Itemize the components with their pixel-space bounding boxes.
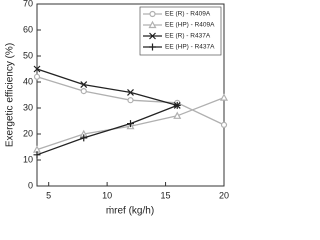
legend-label: EE (R) - R409A: [165, 11, 211, 18]
marker: [127, 97, 134, 104]
marker: [80, 81, 88, 89]
marker: [33, 151, 41, 159]
x-tick-label: 5: [46, 190, 51, 200]
y-tick-label: 70: [23, 0, 33, 8]
y-axis-label: Exergetic efficiency (%): [5, 43, 16, 147]
marker: [127, 88, 134, 96]
x-axis-label: ṁref (kg/h): [106, 206, 154, 217]
marker: [80, 134, 88, 142]
y-tick-label: 0: [28, 180, 33, 190]
legend-marker: [148, 20, 157, 29]
y-tick-label: 20: [23, 128, 33, 138]
legend-label: EE (HP) - R409A: [165, 22, 215, 29]
marker: [127, 120, 134, 128]
legend-marker: [149, 10, 156, 18]
marker: [220, 121, 228, 129]
legend-label: EE (R) - R437A: [165, 33, 211, 40]
x-tick-label: 20: [219, 190, 229, 200]
marker: [80, 87, 87, 95]
marker: [32, 145, 42, 153]
marker: [33, 65, 41, 73]
y-tick-label: 10: [23, 154, 33, 164]
y-tick-label: 40: [23, 76, 33, 86]
marker: [173, 101, 181, 109]
series-line: [36, 68, 178, 107]
chart: Exergetic efficiency (%) ṁref (kg/h) 0 10…: [5, 0, 229, 217]
y-tick-label: 60: [23, 24, 33, 34]
legend-marker: [149, 43, 156, 51]
y-tick-label: 50: [23, 50, 33, 60]
marker: [33, 73, 41, 80]
series-line: [36, 104, 178, 156]
y-tick-label: 30: [23, 102, 33, 112]
x-tick-label: 10: [102, 190, 112, 200]
x-tick-label: 15: [161, 190, 171, 200]
legend-marker: [149, 32, 156, 40]
marker: [173, 111, 182, 119]
legend-label: EE (HP) - R437A: [165, 44, 215, 51]
marker: [219, 93, 229, 101]
